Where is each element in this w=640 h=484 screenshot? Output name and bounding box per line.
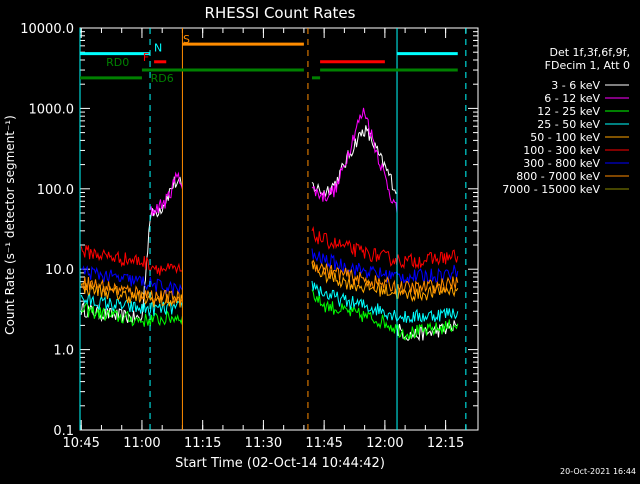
y-axis-label: Count Rate (s⁻¹ detector segment⁻¹) [3, 115, 17, 335]
y-tick-label: 1.0 [53, 344, 74, 359]
legend-label: 7000 - 15000 keV [502, 183, 600, 196]
legend-label: 800 - 7000 keV [516, 170, 600, 183]
y-tick-label: 100.0 [37, 183, 74, 198]
legend-label: 50 - 100 keV [530, 131, 600, 144]
x-tick-label: 10:45 [62, 436, 99, 451]
x-tick-label: 11:30 [245, 436, 282, 451]
series-line-800-7000-keV [311, 259, 459, 296]
series-line-300-800-keV [311, 248, 459, 285]
legend-label: 3 - 6 keV [551, 79, 600, 92]
legend-header-line-2: FDecim 1, Att 0 [545, 59, 630, 72]
plot-frame [79, 27, 479, 431]
y-tick-label: 1000.0 [29, 102, 75, 117]
legend-label: 300 - 800 keV [523, 157, 600, 170]
y-tick-label: 10000.0 [20, 22, 74, 37]
x-tick-label: 11:45 [305, 436, 342, 451]
series-line-800-7000-keV [80, 277, 183, 305]
series-line-6-12-keV [311, 107, 398, 214]
series-line-6-12-keV [149, 171, 183, 216]
legend-label: 6 - 12 keV [544, 92, 600, 105]
series-line-12-25-keV [311, 289, 459, 341]
flag-label-n: N [154, 42, 162, 55]
series-line-12-25-keV [80, 302, 183, 327]
flag-label-rd6: RD6 [151, 72, 174, 85]
series-line-25-50-keV [80, 293, 183, 317]
flag-label-f: F [143, 51, 149, 64]
series-line-25-50-keV [311, 280, 459, 324]
y-tick-label: 0.1 [53, 424, 74, 439]
chart-title: RHESSI Count Rates [205, 4, 356, 22]
series-line-100-300-keV [311, 225, 459, 270]
footer-date: 20-Oct-2021 16:44 [560, 467, 636, 476]
x-tick-label: 11:15 [184, 436, 221, 451]
series-line-300-800-keV [81, 265, 183, 296]
x-axis-label: Start Time (02-Oct-14 10:44:42) [175, 456, 385, 471]
legend-header-line-1: Det 1f,3f,6f,9f, [549, 46, 630, 59]
series-line-100-300-keV [80, 245, 183, 276]
legend-label: 25 - 50 keV [537, 118, 600, 131]
y-tick-label: 10.0 [45, 263, 74, 278]
legend-label: 12 - 25 keV [537, 105, 600, 118]
series-line-3-6-keV [396, 320, 458, 342]
flag-label-s: S [183, 33, 190, 46]
flag-label-rd0: RD0 [106, 56, 129, 69]
x-tick-label: 12:15 [427, 436, 464, 451]
legend-label: 100 - 300 keV [523, 144, 600, 157]
x-tick-label: 12:00 [366, 436, 403, 451]
x-tick-label: 11:00 [123, 436, 160, 451]
